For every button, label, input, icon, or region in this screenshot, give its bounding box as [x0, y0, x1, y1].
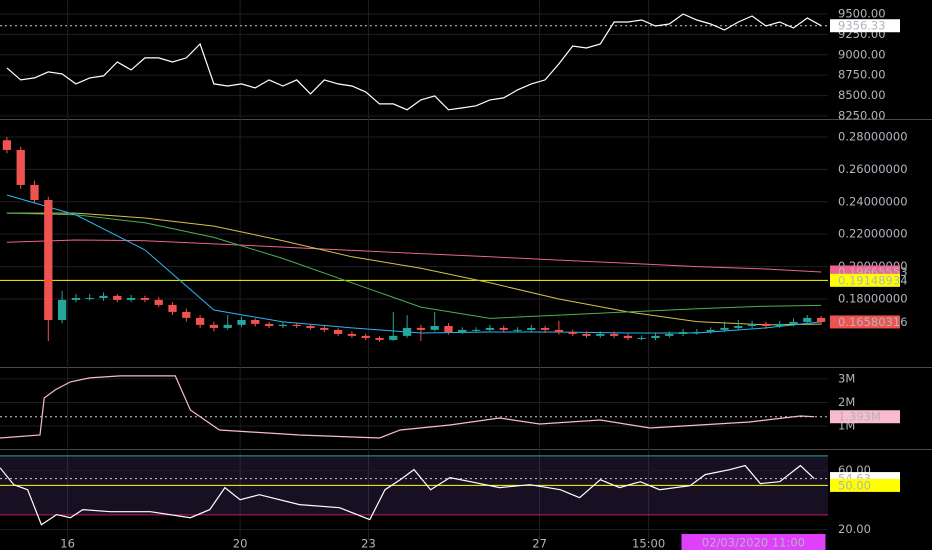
candle-body: [292, 324, 301, 326]
level-label-box: [830, 273, 900, 287]
candle-body: [333, 329, 343, 334]
candle-body: [140, 297, 150, 300]
x-tick-label: 16: [60, 537, 75, 550]
last-value-label: 9356.33: [838, 19, 886, 33]
y-tick-label: 0.24000000: [838, 194, 908, 208]
candle-body: [568, 331, 577, 334]
candle-body: [99, 295, 108, 298]
line: [6, 13, 822, 111]
candle-body: [44, 200, 53, 321]
candle-body: [665, 333, 674, 336]
candle-body: [320, 327, 329, 330]
candle-body: [596, 333, 605, 336]
x-tick-label: 23: [361, 537, 376, 550]
candle-body: [85, 297, 94, 299]
candle-body: [678, 331, 688, 334]
candle-body: [789, 321, 798, 324]
candle-body: [775, 323, 784, 326]
candle-body: [209, 324, 219, 328]
y-tick-label: 9500.00: [838, 7, 886, 21]
candle-body: [623, 335, 633, 338]
candle-body: [168, 304, 177, 312]
y-tick-label: 8500.00: [838, 88, 886, 102]
candle-body: [223, 324, 232, 328]
y-tick-label: 9000.00: [838, 47, 886, 61]
line: [0, 375, 815, 439]
candle-body: [375, 337, 384, 340]
line: [0, 464, 815, 526]
candle-body: [609, 333, 619, 336]
level-label-box: [830, 478, 900, 492]
candle-body: [720, 327, 729, 330]
candle-body: [816, 317, 826, 322]
candle-body: [306, 325, 315, 328]
candle-body: [182, 311, 191, 318]
candle-body: [402, 327, 412, 336]
candle-body: [57, 299, 67, 321]
candle-body: [485, 327, 495, 330]
candle-body: [126, 297, 136, 300]
level-label: 50.00: [838, 478, 871, 492]
candle-body: [278, 324, 288, 326]
y-tick-label: 0.26000000: [838, 162, 908, 176]
candle-body: [30, 184, 39, 201]
candle-body: [527, 327, 536, 330]
y-tick-label: 3M: [838, 371, 855, 385]
candle-body: [761, 323, 771, 326]
y-tick-label: 8750.00: [838, 68, 886, 82]
y-tick-label: 20.00: [838, 522, 871, 536]
candle-body: [637, 337, 646, 339]
x-tick-label: 15:00: [632, 537, 665, 550]
candle-body: [416, 327, 426, 330]
candle-body: [499, 327, 508, 330]
candle-body: [113, 295, 122, 300]
x-tick-label: 20: [233, 537, 248, 550]
last-value-label-box: [830, 19, 900, 33]
moving-average: [6, 212, 822, 326]
candle-body: [513, 329, 522, 331]
last-value-label-box: [830, 410, 900, 424]
candle-body: [154, 299, 163, 305]
candle-body: [747, 323, 757, 326]
candle-body: [803, 317, 812, 322]
candle-body: [264, 323, 274, 326]
y-tick-label: 0.28000000: [838, 130, 908, 144]
moving-average: [6, 212, 822, 319]
candle-body: [430, 325, 439, 330]
crosshair-time-box: [681, 534, 826, 550]
candle-body: [734, 325, 743, 328]
y-tick-label: 8250.00: [838, 108, 886, 122]
candle-body: [71, 297, 81, 300]
last-price-label-box: [830, 315, 900, 329]
y-tick-label: 0.22000000: [838, 227, 908, 241]
candle-body: [692, 331, 702, 333]
candle-body: [195, 317, 205, 325]
y-tick-label: 0.18000000: [838, 291, 908, 305]
x-tick-label: 27: [532, 537, 547, 550]
candle-body: [471, 329, 481, 331]
candle-body: [347, 333, 357, 336]
crosshair-time-label: 02/03/2020 11:00: [702, 536, 805, 550]
candle-body: [706, 329, 715, 332]
candle-body: [458, 329, 467, 332]
last-value-label: 1.393M: [838, 410, 881, 424]
candle-body: [554, 329, 564, 332]
candle-body: [251, 320, 260, 324]
level-label: 0.19148934: [838, 273, 908, 287]
candle-body: [16, 149, 25, 185]
candle-body: [540, 327, 550, 330]
candle-body: [651, 335, 660, 338]
last-price-label: 0.16580316: [838, 315, 908, 329]
y-tick-label: 2M: [838, 395, 855, 409]
candle-body: [444, 325, 453, 332]
candle-body: [2, 140, 12, 150]
candle-body: [389, 335, 398, 340]
candle-body: [582, 333, 591, 336]
candle-body: [237, 320, 246, 325]
moving-average: [6, 239, 822, 273]
candle-body: [361, 335, 370, 338]
